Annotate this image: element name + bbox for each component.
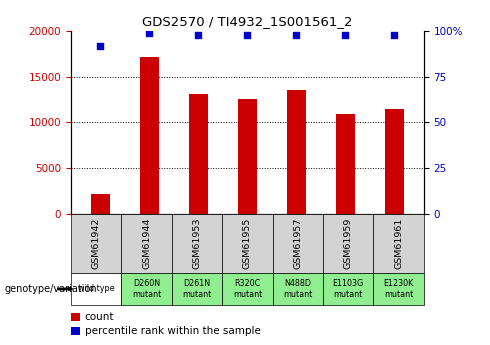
Text: N488D
mutant: N488D mutant	[283, 279, 313, 299]
Text: GSM61953: GSM61953	[193, 217, 201, 269]
Bar	[385, 109, 404, 214]
Text: GSM61957: GSM61957	[294, 218, 302, 269]
Text: GSM61942: GSM61942	[92, 218, 101, 269]
Bar	[287, 90, 306, 214]
Bar	[189, 94, 208, 214]
Text: GSM61959: GSM61959	[344, 218, 353, 269]
Bar	[140, 57, 159, 214]
Point	[195, 32, 202, 38]
Text: R320C
mutant: R320C mutant	[233, 279, 262, 299]
Text: E1103G
mutant: E1103G mutant	[333, 279, 364, 299]
Text: count: count	[85, 312, 114, 322]
Title: GDS2570 / TI4932_1S001561_2: GDS2570 / TI4932_1S001561_2	[142, 16, 353, 29]
Point	[97, 43, 104, 48]
Point	[146, 30, 153, 36]
Text: D260N
mutant: D260N mutant	[132, 279, 161, 299]
Text: genotype/variation: genotype/variation	[5, 284, 98, 294]
Point	[391, 32, 398, 38]
Point	[342, 32, 349, 38]
Point	[244, 32, 251, 38]
Bar	[336, 114, 355, 214]
Text: GSM61961: GSM61961	[394, 218, 403, 269]
Bar	[91, 194, 110, 214]
Text: E1230K
mutant: E1230K mutant	[384, 279, 414, 299]
Text: GSM61944: GSM61944	[142, 218, 151, 269]
Point	[293, 32, 300, 38]
Text: wild type: wild type	[78, 284, 115, 294]
Text: GSM61955: GSM61955	[243, 218, 252, 269]
Text: percentile rank within the sample: percentile rank within the sample	[85, 326, 261, 336]
Text: D261N
mutant: D261N mutant	[182, 279, 212, 299]
Bar	[238, 99, 257, 214]
